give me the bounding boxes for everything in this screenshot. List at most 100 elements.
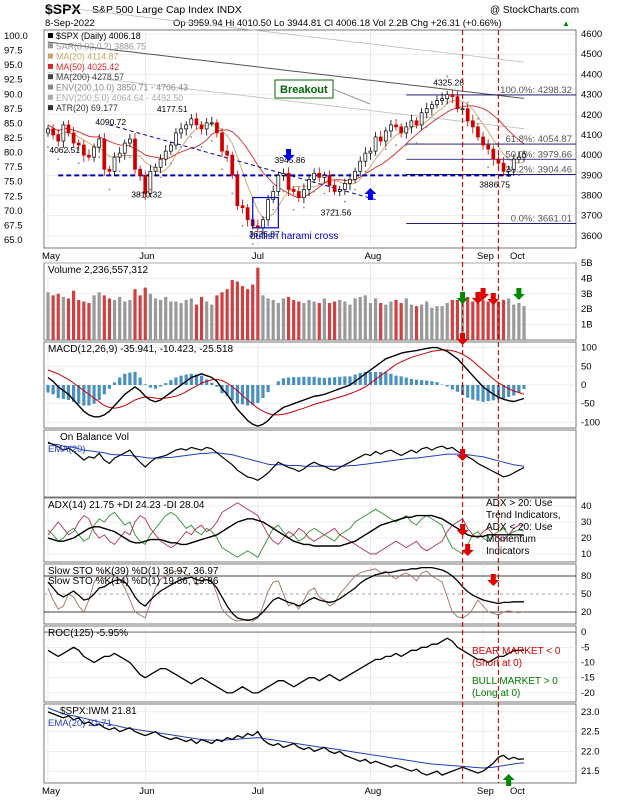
candle-body xyxy=(517,156,521,160)
red-down-arrow xyxy=(456,449,469,461)
y-tick-label: 22.5 xyxy=(581,727,600,738)
sar-dot xyxy=(282,190,285,193)
bear-market-sublabel: (Short at 0) xyxy=(472,658,522,669)
sar-dot xyxy=(415,142,418,144)
sar-dot xyxy=(88,174,90,177)
red-down-arrow xyxy=(477,288,490,300)
macd-histogram-bar xyxy=(189,373,193,385)
volume-bar xyxy=(394,299,398,340)
candle-body xyxy=(307,179,311,190)
volume-bar xyxy=(205,301,209,340)
volume-bar xyxy=(430,307,434,340)
candle-body xyxy=(184,124,189,130)
sar-dot xyxy=(487,166,490,169)
macd-histogram-bar xyxy=(133,371,137,385)
candle-body xyxy=(66,124,71,134)
macd-histogram-bar xyxy=(77,385,81,404)
candle-body xyxy=(322,174,327,178)
volume-bar xyxy=(56,293,60,340)
candle-body xyxy=(117,152,122,158)
sar-dot xyxy=(262,237,264,239)
price-label: 4177.51 xyxy=(157,104,188,114)
bear-market-label: BEAR MARKET < 0 xyxy=(472,646,561,657)
macd-histogram-bar xyxy=(169,380,173,385)
volume-bar xyxy=(215,295,219,340)
volume-bar xyxy=(317,303,321,340)
y-tick-label: -10 xyxy=(581,657,595,668)
candle-body xyxy=(481,136,485,146)
candle-body xyxy=(414,120,419,126)
y-tick-label: 1B xyxy=(581,320,593,331)
macd-histogram-bar xyxy=(307,376,311,385)
sar-dot xyxy=(507,186,510,189)
y-tick-label: 2B xyxy=(581,304,593,315)
y-tick-label: 5B xyxy=(581,258,593,269)
y-tick-label: 50 xyxy=(581,361,592,372)
sar-dot xyxy=(98,156,101,159)
macd-panel: -100 -50 0 50 100 MACD(12,26,9) -35.941, -10.… xyxy=(43,341,600,429)
price-label: 4325.28 xyxy=(433,78,464,88)
sto14-line xyxy=(47,568,525,622)
macd-histogram-bar xyxy=(379,371,383,385)
obv-line xyxy=(47,441,525,481)
candle-body xyxy=(440,98,444,101)
sar-dot xyxy=(180,146,182,148)
candle-body xyxy=(383,130,388,142)
macd-histogram-bar xyxy=(430,381,434,385)
envelope-upper xyxy=(47,5,525,63)
candle-body xyxy=(317,172,322,178)
macd-histogram-bar xyxy=(153,385,158,389)
envelope-lower xyxy=(47,72,525,130)
candle-body xyxy=(522,153,526,158)
candle-body xyxy=(465,108,470,122)
candle-body xyxy=(153,166,158,172)
macd-histogram-bar xyxy=(435,382,439,385)
macd-histogram-bar xyxy=(507,385,511,397)
macd-histogram-bar xyxy=(159,385,163,387)
macd-histogram-bar xyxy=(466,385,470,398)
volume-bar xyxy=(466,296,470,340)
y-tick-label: -100 xyxy=(581,417,600,428)
macd-label: MACD(12,26,9) -35.941, -10.423, -25.518 xyxy=(48,344,234,355)
sar-dot xyxy=(323,192,326,195)
sar-dot xyxy=(200,146,203,148)
legend-swatch xyxy=(48,53,53,59)
volume-bar xyxy=(107,298,112,340)
sar-dot xyxy=(405,144,408,146)
sar-dot xyxy=(364,170,367,173)
sar-dot xyxy=(436,117,438,120)
volume-bar xyxy=(281,298,286,340)
blue-down-arrow xyxy=(282,149,295,161)
volume-bar xyxy=(87,303,91,340)
volume-label: Volume 2,236,557,312 xyxy=(48,265,149,276)
volume-bar xyxy=(179,303,183,340)
y-tick-label: 3700 xyxy=(581,211,602,222)
volume-bar xyxy=(61,296,65,340)
macd-histogram-bar xyxy=(297,377,301,385)
sar-dot xyxy=(169,162,172,165)
candle-body xyxy=(158,158,163,168)
breakout-callout: Breakout xyxy=(274,79,371,105)
volume-bar xyxy=(481,299,485,340)
ratio-ema-label: EMA(20) 21.71 xyxy=(48,718,112,729)
volume-bar xyxy=(368,303,373,340)
x-axis-label: Sep xyxy=(477,251,494,262)
sar-dot xyxy=(149,188,152,191)
macd-histogram-bar xyxy=(123,373,127,385)
sar-dot xyxy=(251,243,254,245)
candle-body xyxy=(148,170,153,194)
sar-dot xyxy=(210,140,213,142)
volume-bar xyxy=(276,303,280,340)
y-tick-label: 50 xyxy=(581,589,592,600)
volume-bar xyxy=(266,298,270,340)
macd-histogram-bar xyxy=(71,385,76,402)
volume-bar xyxy=(210,304,214,340)
price-label: 3810.32 xyxy=(131,190,162,200)
macd-histogram-bar xyxy=(455,385,460,392)
macd-histogram-bar xyxy=(317,377,321,385)
macd-histogram-bar xyxy=(363,371,367,385)
macd-histogram-bar xyxy=(148,385,152,388)
candle-body xyxy=(174,132,178,146)
candle-body xyxy=(460,108,465,111)
